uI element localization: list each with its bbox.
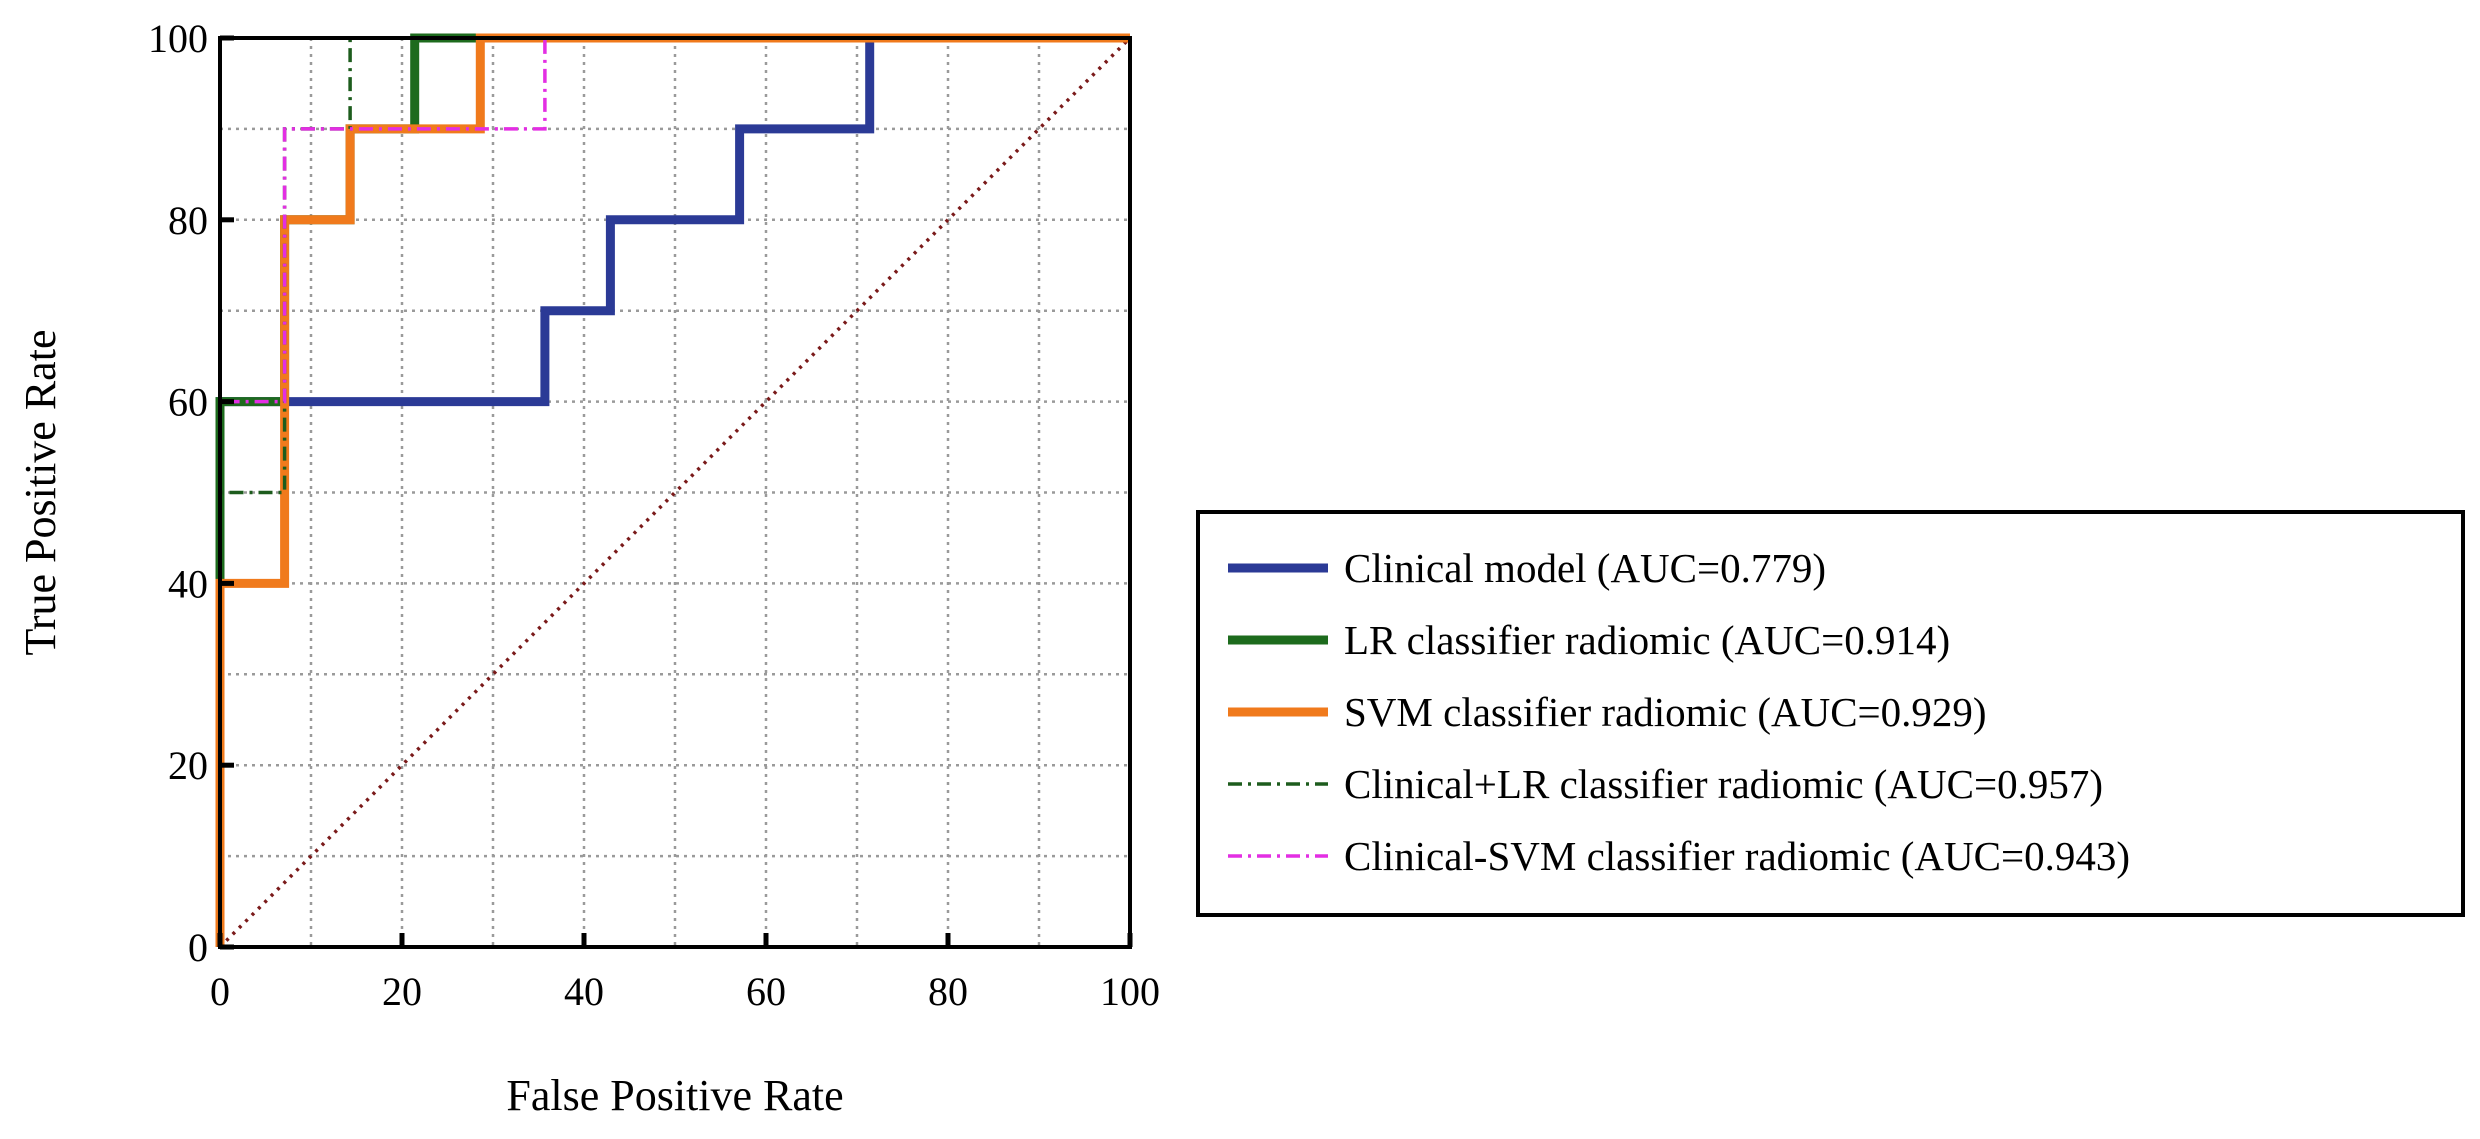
legend-label-1: LR classifier radiomic (AUC=0.914)	[1344, 617, 1950, 663]
y-tick-label: 0	[188, 925, 208, 970]
series-lines	[215, 33, 1132, 949]
legend-label-2: SVM classifier radiomic (AUC=0.929)	[1344, 689, 1987, 735]
x-tick-label: 20	[382, 969, 422, 1014]
y-tick-label: 40	[168, 561, 208, 606]
series-line-5	[218, 36, 1132, 949]
y-tick-label: 20	[168, 743, 208, 788]
y-tick-label: 80	[168, 198, 208, 243]
axis-ticks: 0 20 40 60 80 100 0 20 40 60 80 100	[148, 16, 1160, 1014]
y-axis-title: True Positive Rate	[16, 330, 65, 656]
x-tick-label: 80	[928, 969, 968, 1014]
grid-lines	[220, 38, 1130, 947]
x-axis-title: False Positive Rate	[506, 1071, 843, 1120]
x-tick-label: 60	[746, 969, 786, 1014]
legend-label-3: Clinical+LR classifier radiomic (AUC=0.9…	[1344, 761, 2103, 807]
x-tick-label: 100	[1100, 969, 1160, 1014]
x-tick-label: 40	[564, 969, 604, 1014]
series-line-2	[215, 33, 1130, 947]
legend-label-0: Clinical model (AUC=0.779)	[1344, 545, 1826, 591]
legend: Clinical model (AUC=0.779) LR classifier …	[1196, 510, 2465, 917]
y-tick-label: 100	[148, 16, 208, 61]
legend-label-4: Clinical-SVM classifier radiomic (AUC=0.…	[1344, 833, 2130, 879]
series-line-0	[215, 33, 1130, 947]
x-tick-label: 0	[210, 969, 230, 1014]
plot-frame	[218, 36, 1132, 949]
y-tick-label: 60	[168, 380, 208, 425]
series-line-4	[218, 36, 1130, 947]
legend-box	[1196, 510, 2465, 917]
